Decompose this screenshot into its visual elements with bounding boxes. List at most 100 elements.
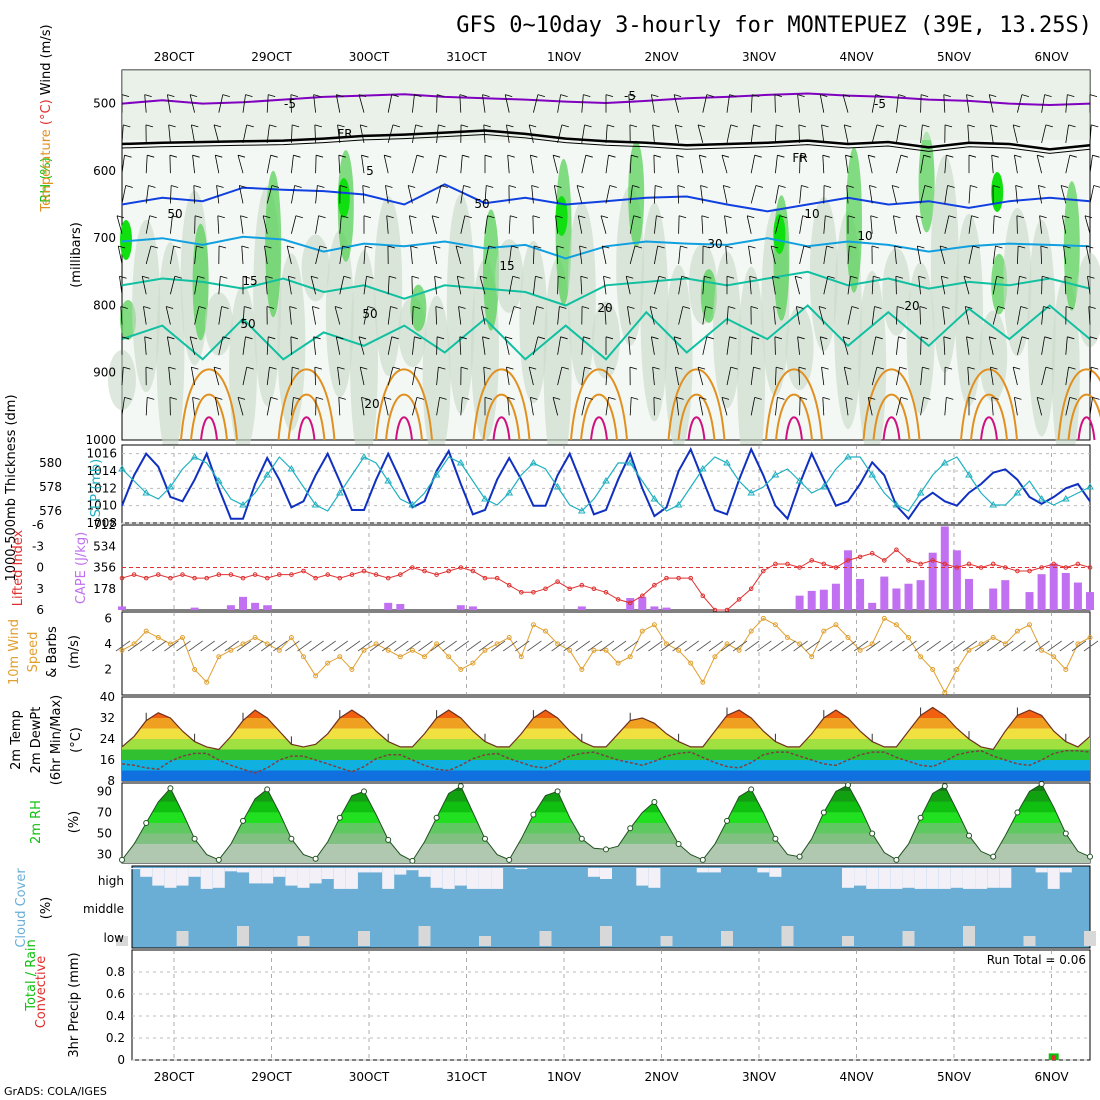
warm-contour — [375, 368, 433, 441]
wind-barb-flag — [213, 124, 222, 128]
wind-barb — [577, 215, 583, 234]
wind-barb — [242, 336, 246, 355]
wind-barb-flag — [657, 245, 665, 249]
rh-marker — [772, 835, 779, 842]
warm-contour — [960, 368, 1018, 441]
wind-barb-flag — [483, 366, 491, 370]
cloud-high-gap — [466, 868, 479, 889]
wind-barb — [774, 336, 776, 355]
wind-barb — [238, 185, 244, 204]
wind-barb — [431, 215, 437, 234]
wind-barb-flag — [802, 215, 810, 219]
cape-bar — [118, 606, 126, 610]
wind-barb-flag — [653, 154, 662, 158]
wind-barb — [722, 185, 728, 204]
wind-speed-marker — [276, 647, 282, 653]
rh-marker — [143, 820, 150, 826]
wind-barb — [967, 367, 970, 386]
wind-barb-flag — [1093, 185, 1100, 188]
wind-barb-flag — [632, 185, 640, 188]
wind-barb — [1012, 366, 1018, 386]
wind-barb-flag — [488, 245, 496, 249]
wind-barb-flag — [875, 94, 883, 98]
wind-speed-marker — [881, 615, 887, 621]
wind-barb-flag — [634, 245, 643, 249]
minmax-axis-label: (6hr Min/Max) — [49, 695, 64, 785]
wind-barb-flag — [697, 366, 706, 370]
wind-barb — [266, 185, 273, 204]
wind-barb-flag — [389, 275, 397, 279]
wind-barb — [654, 245, 659, 265]
contour-label: 20 — [904, 299, 919, 313]
li-tick: 0 — [36, 561, 44, 575]
wind-barb-flag — [609, 185, 617, 188]
wind-barb — [531, 185, 534, 204]
cloud-low-bar — [781, 926, 794, 946]
li-marker — [894, 547, 899, 553]
wind-barb — [915, 215, 921, 234]
wind-barb — [508, 215, 511, 234]
surface-wind-barb — [575, 640, 591, 652]
wind-barb-flag — [605, 94, 614, 98]
wind-barb — [240, 215, 244, 234]
wind-barb — [264, 245, 268, 265]
bottom-day-label: 30OCT — [349, 1070, 390, 1084]
wind-barb-flag — [460, 124, 469, 128]
wind-barb — [412, 155, 418, 174]
wind-barb-flag — [317, 185, 325, 188]
wind-barb — [557, 336, 561, 355]
surface-wind-barb — [793, 640, 808, 652]
li-marker — [252, 572, 258, 577]
li-marker — [543, 586, 548, 592]
surface-wind-barb — [757, 640, 772, 652]
rh-marker — [191, 835, 198, 842]
wind-barb-flag — [948, 215, 956, 219]
wind-barb — [1065, 155, 1071, 174]
rh-marker — [748, 786, 755, 793]
wind-barb-flag — [294, 185, 302, 188]
wind-barb-flag — [895, 275, 904, 279]
rh-shade-gray — [713, 251, 741, 409]
surface-wind-barb — [599, 640, 615, 652]
surface-wind-barb — [248, 640, 264, 652]
wind-barb — [116, 215, 123, 234]
surface-wind-barb — [902, 640, 917, 652]
wind-barb — [775, 215, 781, 234]
wind-barb — [823, 276, 829, 295]
wind-barb — [891, 185, 897, 204]
wind-barb-flag — [144, 94, 152, 98]
rh-shade-gray — [543, 258, 572, 478]
wind-barb-flag — [171, 185, 179, 188]
wind-barb-flag — [197, 275, 205, 279]
wind-barb — [698, 155, 704, 174]
wind-barb-flag — [410, 245, 418, 249]
thickness-marker — [553, 483, 562, 490]
wind-barb-flag — [1019, 275, 1027, 279]
rh-marker — [312, 855, 319, 862]
wind-barb-flag — [462, 154, 470, 158]
wind-barb-flag — [943, 94, 951, 98]
cape-bar — [396, 604, 405, 610]
wind-barb-flag — [505, 94, 513, 98]
wind-barb-flag — [362, 185, 370, 188]
surface-wind-barb — [345, 640, 361, 652]
wind-barb-flag — [507, 154, 515, 158]
surface-wind-barb — [926, 640, 941, 652]
wind-barb — [627, 306, 631, 325]
wind-barb-flag — [505, 336, 513, 340]
wind-speed-marker — [639, 628, 645, 634]
cape-bar — [904, 583, 913, 610]
wind-barb — [507, 397, 510, 416]
rh-shade-gray — [495, 239, 524, 313]
wind-barb — [867, 397, 873, 416]
wind-barb — [991, 397, 994, 416]
pressure-tick: 500 — [93, 97, 116, 111]
surface-wind-barb — [623, 640, 639, 652]
wind-speed-marker — [942, 689, 948, 695]
cloud-high-gap — [842, 868, 854, 888]
wind-barb — [581, 124, 585, 143]
warm-contour — [1057, 368, 1100, 441]
thickness-marker — [118, 465, 126, 472]
cape-bar — [239, 596, 247, 610]
wind-barb-flag — [628, 336, 636, 340]
